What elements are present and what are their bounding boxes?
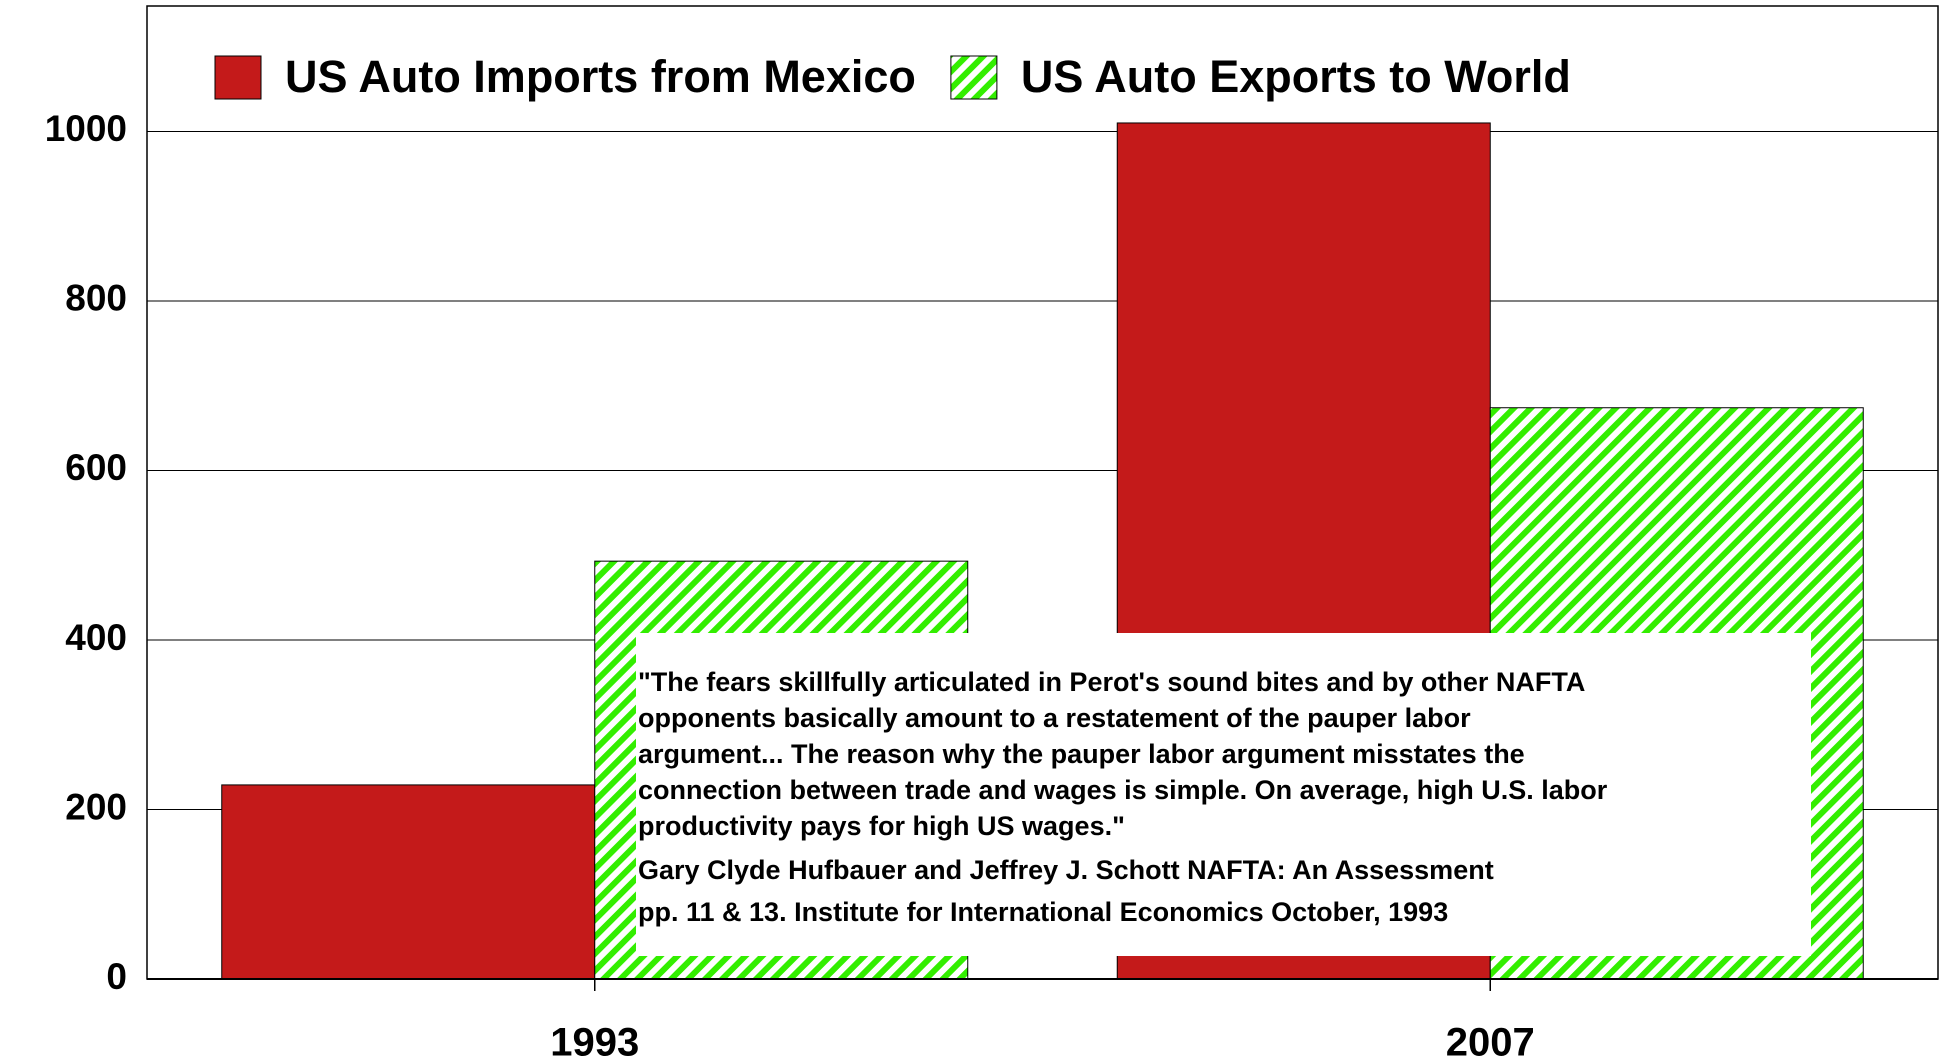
annotation-quote: "The fears skillfully articulated in Per… (638, 667, 1585, 697)
x-tick-label: 2007 (1446, 1021, 1535, 1063)
y-tick-label: 200 (65, 786, 127, 827)
y-tick-label: 400 (65, 617, 127, 658)
annotation-source: Gary Clyde Hufbauer and Jeffrey J. Schot… (638, 855, 1494, 885)
annotation-quote: connection between trade and wages is si… (638, 775, 1608, 805)
x-tick-label: 1993 (550, 1021, 639, 1063)
legend-label: US Auto Exports to World (1021, 51, 1571, 102)
y-tick-label: 600 (65, 447, 127, 488)
annotation-quote: argument... The reason why the pauper la… (638, 739, 1525, 769)
annotation-quote: productivity pays for high US wages." (638, 811, 1125, 841)
y-tick-label: 1000 (45, 108, 127, 149)
y-tick-label: 800 (65, 278, 127, 319)
annotation-source: pp. 11 & 13. Institute for International… (638, 897, 1448, 927)
legend-swatch (950, 55, 998, 100)
y-tick-label: 0 (106, 956, 127, 997)
legend-swatch (214, 55, 262, 100)
legend-label: US Auto Imports from Mexico (285, 51, 916, 102)
bar (221, 784, 596, 980)
annotation-quote: opponents basically amount to a restatem… (638, 703, 1471, 733)
annotation-box (636, 633, 1811, 956)
